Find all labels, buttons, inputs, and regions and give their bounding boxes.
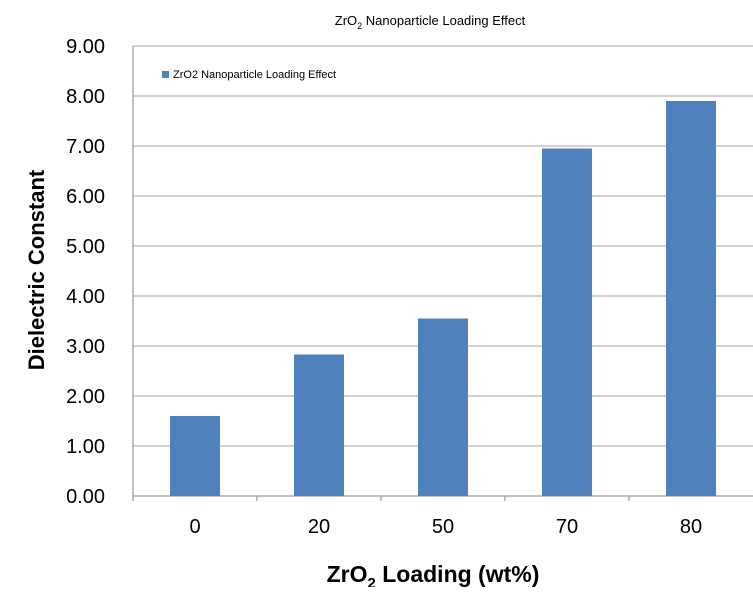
y-tick-label: 3.00 (66, 336, 105, 358)
x-axis-label-rest: Loading (wt%) (376, 561, 540, 587)
chart-title-subscript: 2 (357, 21, 362, 31)
y-tick-label: 4.00 (66, 286, 105, 308)
x-tick-labels: 0 20 50 70 80 (189, 516, 702, 538)
x-tick-label: 20 (308, 516, 330, 538)
chart-title: ZrO2 Nanoparticle Loading Effect (335, 13, 526, 31)
y-tick-label: 7.00 (66, 136, 105, 158)
bar (542, 148, 592, 496)
bar (294, 354, 344, 496)
y-tick-label: 2.00 (66, 386, 105, 408)
bar (418, 318, 468, 496)
y-tick-label: 0.00 (66, 486, 105, 508)
legend: ZrO2 Nanoparticle Loading Effect (162, 69, 336, 81)
x-axis-label: ZrO2 Loading (wt%) (327, 561, 540, 587)
y-tick-labels: 0.00 1.00 2.00 3.00 4.00 5.00 6.00 7.00 8.00 9.00 (66, 36, 105, 508)
x-tick-label: 70 (556, 516, 578, 538)
bar (666, 101, 716, 496)
x-tick-label: 50 (432, 516, 454, 538)
y-tick-label: 5.00 (66, 236, 105, 258)
chart-title-rest: Nanoparticle Loading Effect (362, 13, 525, 28)
x-tick-label: 0 (189, 516, 200, 538)
bar (170, 416, 220, 496)
bars (170, 101, 716, 496)
y-axis-label: Dielectric Constant (24, 169, 49, 370)
x-axis-label-main: ZrO (327, 561, 368, 587)
y-tick-label: 9.00 (66, 36, 105, 58)
x-axis-label-subscript: 2 (368, 575, 376, 587)
x-tick-label: 80 (680, 516, 702, 538)
legend-label: ZrO2 Nanoparticle Loading Effect (173, 69, 336, 81)
legend-swatch (162, 71, 169, 78)
gridlines (133, 45, 753, 447)
y-tick-label: 1.00 (66, 436, 105, 458)
y-tick-label: 8.00 (66, 86, 105, 108)
chart-title-main: ZrO (335, 13, 357, 28)
y-tick-label: 6.00 (66, 186, 105, 208)
